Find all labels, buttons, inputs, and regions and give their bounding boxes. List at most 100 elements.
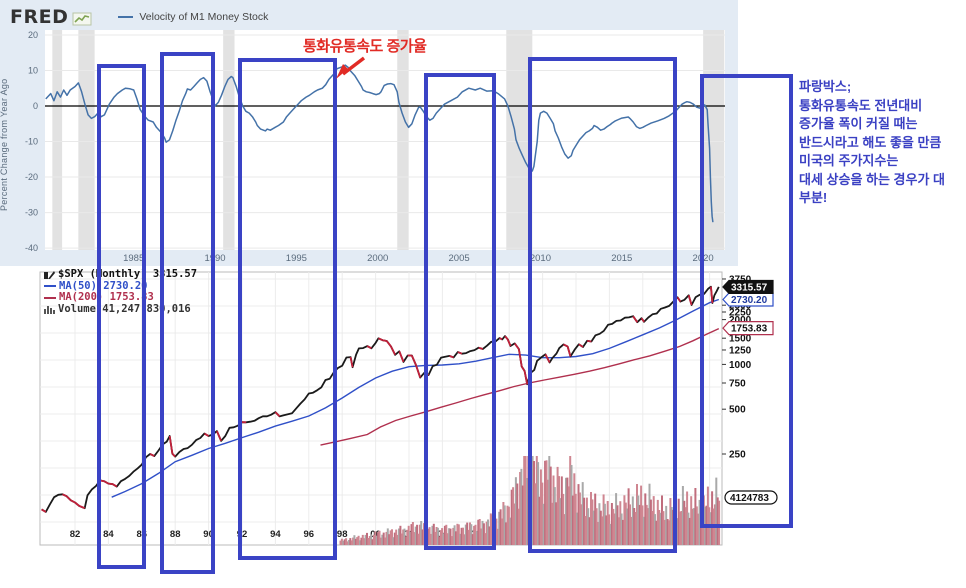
spx-down-segment	[171, 453, 176, 458]
volume-bar	[350, 540, 353, 545]
volume-bar	[340, 538, 343, 545]
annotation-pencil-icon	[44, 270, 55, 279]
volume-bar	[357, 535, 360, 545]
volume-bar	[608, 514, 611, 545]
x-tick-label: 88	[170, 529, 181, 540]
volume-bar	[521, 485, 524, 545]
recession-band	[506, 30, 533, 250]
volume-bar	[581, 482, 584, 545]
volume-bar	[449, 528, 452, 545]
volume-bar	[372, 534, 375, 545]
spx-plot-area	[39, 271, 723, 546]
volume-bar	[619, 501, 622, 545]
volume-bar	[404, 536, 407, 545]
volume-bar	[688, 517, 691, 545]
volume-bar	[418, 524, 421, 545]
volume-bar	[590, 492, 592, 545]
volume-bar	[559, 498, 562, 545]
volume-bar	[594, 493, 597, 545]
volume-bar	[565, 477, 567, 545]
volume-bar	[694, 488, 697, 545]
volume-bar	[349, 538, 352, 545]
volume-bar	[676, 518, 679, 545]
spx-down-segment	[504, 335, 509, 341]
volume-bar	[347, 540, 350, 545]
ma50-legend-label: MA(50) 2730.20	[59, 279, 148, 292]
volume-bar	[516, 483, 519, 545]
volume-bar	[569, 456, 572, 545]
volume-bar	[640, 485, 643, 545]
volume-bar	[603, 503, 606, 545]
volume-bar	[631, 496, 634, 545]
volume-bar	[409, 531, 412, 545]
volume-bar	[617, 517, 620, 545]
volume-bar	[534, 483, 537, 545]
last-price-tag	[722, 279, 774, 295]
volume-bar	[645, 504, 648, 545]
volume-bars-icon	[44, 305, 55, 314]
volume-legend-row: Volume 41,247,830,016	[44, 302, 197, 316]
volume-bar	[560, 476, 563, 545]
spx-symbol-label: $SPX (Monthly) 3315.57	[58, 268, 198, 280]
volume-bar	[489, 513, 492, 545]
volume-bar	[467, 529, 470, 545]
volume-bar	[385, 531, 388, 545]
volume-bar	[580, 504, 583, 545]
price-tick-label: 1250	[729, 345, 752, 356]
volume-bar	[488, 526, 491, 545]
volume-bar	[523, 456, 526, 545]
volume-bar	[496, 528, 499, 545]
blue-box-5	[528, 57, 677, 553]
recession-band	[223, 30, 235, 250]
x-tick-label: 96	[304, 529, 315, 540]
ma50-value-tag-label: 2730.20	[731, 295, 768, 306]
volume-bar	[616, 505, 619, 545]
volume-bar	[439, 530, 442, 545]
volume-bar	[392, 537, 395, 545]
volume-bar	[477, 519, 480, 545]
volume-bar	[343, 539, 346, 545]
volume-bar	[396, 534, 399, 545]
volume-bar	[541, 482, 544, 545]
spx-down-segment	[578, 343, 584, 348]
volume-bar	[658, 510, 661, 545]
spx-down-segment	[390, 346, 396, 356]
volume-bar	[610, 503, 613, 545]
spx-down-segment	[274, 411, 281, 418]
volume-bar	[683, 500, 686, 545]
volume-bar	[690, 496, 693, 545]
price-tick-label: 750	[729, 378, 746, 389]
volume-legend-label: Volume 41,247,830,016	[58, 302, 191, 315]
volume-bar	[573, 473, 576, 545]
volume-bar	[499, 509, 502, 545]
ma200-legend-label: MA(200) 1753.83	[59, 291, 154, 303]
volume-bar	[395, 529, 398, 545]
volume-bar	[620, 513, 623, 545]
volume-bar	[627, 488, 630, 545]
volume-bar	[535, 456, 538, 545]
volume-bar	[548, 456, 551, 545]
x-tick-label: 2005	[449, 253, 470, 264]
volume-bar	[695, 506, 698, 545]
x-tick-label: 84	[103, 529, 114, 540]
volume-bar	[432, 523, 435, 545]
volume-bar	[509, 517, 512, 545]
volume-value-tag-label: 4124783	[730, 493, 769, 504]
volume-bar	[638, 504, 641, 545]
volume-bar	[691, 508, 694, 545]
volume-bar	[679, 511, 682, 545]
ma200-legend-row: MA(200) 1753.83	[44, 291, 197, 304]
volume-bar	[539, 469, 542, 545]
volume-bar	[388, 534, 391, 545]
volume-bar	[583, 497, 586, 545]
volume-bar	[630, 516, 633, 545]
volume-bar	[391, 529, 393, 545]
volume-bar	[663, 519, 666, 545]
volume-bar	[637, 495, 640, 545]
volume-bar	[570, 465, 573, 545]
spx-chart-canvas[interactable]: 8284868890929496980002040608101214161820…	[30, 266, 830, 566]
x-tick-label: 90	[203, 529, 214, 540]
volume-bar	[706, 486, 709, 545]
volume-bar	[533, 461, 535, 545]
